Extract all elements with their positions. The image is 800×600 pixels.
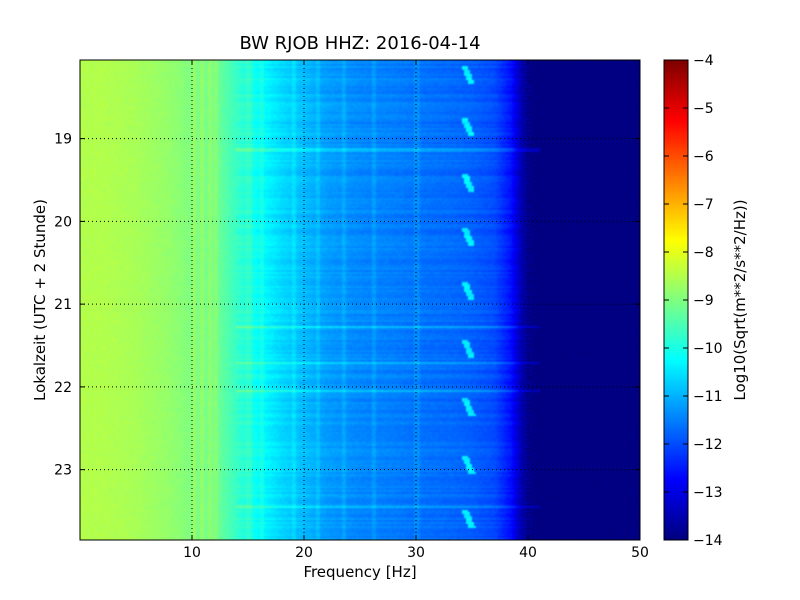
y-tick-label: 19 — [54, 132, 72, 148]
y-axis-ticks: 19 20 21 22 23 — [54, 132, 640, 479]
colorbar-tick-label: −12 — [693, 437, 723, 453]
x-axis-label: Frequency [Hz] — [303, 563, 416, 581]
colorbar-tick-label: −5 — [693, 101, 714, 117]
colorbar-tick-label: −8 — [693, 245, 714, 261]
colorbar-tick-label: −4 — [693, 53, 714, 69]
y-tick-label: 23 — [54, 463, 72, 479]
x-tick-label: 50 — [631, 545, 649, 561]
colorbar-ticks: −4 −5 −6 −7 −8 −9 −10 −11 −12 −13 −14 — [664, 53, 723, 549]
spectrogram-heatmap — [80, 60, 640, 540]
grid-lines — [80, 60, 640, 540]
x-tick-label: 40 — [519, 545, 537, 561]
spectrogram-plot: 10 20 30 40 50 19 20 21 22 23 — [54, 59, 649, 561]
y-axis-label: Lokalzeit (UTC + 2 Stunde) — [31, 199, 49, 401]
colorbar-label: Log10(Sqrt(m**2/s**2/Hz)) — [731, 199, 749, 400]
colorbar-tick-label: −10 — [693, 341, 723, 357]
colorbar-tick-label: −9 — [693, 293, 714, 309]
colorbar-tick-label: −7 — [693, 197, 714, 213]
x-tick-label: 30 — [407, 545, 425, 561]
colorbar-tick-label: −11 — [693, 389, 723, 405]
x-tick-label: 20 — [295, 545, 313, 561]
colorbar-tick-label: −14 — [693, 533, 723, 549]
x-tick-label: 10 — [183, 545, 201, 561]
x-axis-ticks: 10 20 30 40 50 — [183, 60, 649, 561]
chart-title: BW RJOB HHZ: 2016-04-14 — [239, 33, 480, 54]
plot-frame — [79, 59, 641, 541]
y-tick-label: 22 — [54, 380, 72, 396]
colorbar-tick-label: −13 — [693, 485, 723, 501]
y-tick-label: 21 — [54, 297, 72, 313]
y-tick-label: 20 — [54, 214, 72, 230]
colorbar-tick-label: −6 — [693, 149, 714, 165]
colorbar: −4 −5 −6 −7 −8 −9 −10 −11 −12 −13 −14 — [663, 53, 723, 549]
